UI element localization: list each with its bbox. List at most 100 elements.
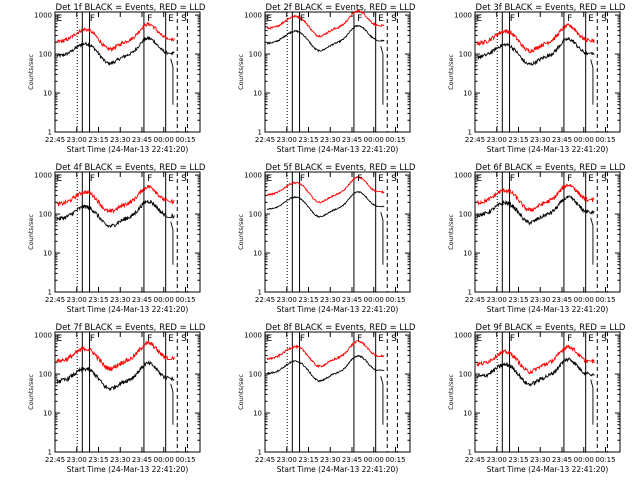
x-tick-label: 23:30	[320, 136, 340, 144]
x-tick-label: 23:45	[132, 456, 152, 464]
lld-series-line	[266, 9, 385, 38]
y-axis-label: Counts/sec	[27, 214, 35, 250]
x-axis-label: Start Time (24-Mar-13 22:41:20)	[67, 465, 189, 474]
y-tick-label: 100	[249, 211, 262, 219]
state-marker-label: F	[357, 174, 362, 184]
x-axis-label: Start Time (24-Mar-13 22:41:20)	[487, 145, 609, 154]
x-tick-label: 23:00	[277, 136, 297, 144]
state-marker-label: E	[588, 334, 594, 344]
x-tick-label: 23:45	[552, 136, 572, 144]
state-marker-label: F	[147, 334, 152, 344]
state-marker-label: E	[168, 14, 174, 24]
state-marker-label: F	[147, 14, 152, 24]
y-tick-label: 1	[48, 289, 52, 297]
y-tick-label: 1	[468, 449, 472, 457]
events-series-line	[56, 35, 175, 66]
y-tick-label: 1	[258, 129, 262, 137]
x-tick-label: 23:30	[110, 456, 130, 464]
state-marker-label: F	[300, 334, 305, 344]
x-tick-label: 23:15	[88, 296, 108, 304]
x-tick-label: 00:15	[595, 136, 615, 144]
x-tick-label: 23:45	[342, 456, 362, 464]
plot-frame	[54, 331, 201, 453]
state-marker-label: E	[56, 14, 62, 24]
x-tick-label: 23:00	[67, 296, 87, 304]
x-tick-label: 23:15	[298, 136, 318, 144]
y-axis-label: Counts/sec	[27, 374, 35, 410]
state-marker-label: F	[567, 14, 572, 24]
y-tick-label: 10	[463, 410, 472, 418]
x-tick-label: 23:30	[320, 296, 340, 304]
x-axis-label: Start Time (24-Mar-13 22:41:20)	[277, 305, 399, 314]
x-axis-label: Start Time (24-Mar-13 22:41:20)	[487, 465, 609, 474]
y-tick-label: 1	[468, 289, 472, 297]
y-tick-label: 10	[463, 90, 472, 98]
x-tick-label: 00:15	[595, 296, 615, 304]
x-tick-label: 23:15	[298, 456, 318, 464]
y-axis-label: Counts/sec	[447, 374, 455, 410]
x-tick-label: 23:15	[88, 456, 108, 464]
panel-title: Det 3f BLACK = Events, RED = LLD	[476, 3, 626, 13]
y-tick-label: 10	[463, 250, 472, 258]
events-series-line	[266, 25, 385, 53]
x-axis-label: Start Time (24-Mar-13 22:41:20)	[67, 145, 189, 154]
state-marker-label: E	[588, 14, 594, 24]
panel-det-1f: Det 1f BLACK = Events, RED = LLD 1 10 100 10…	[27, 3, 206, 154]
state-marker-label: E	[476, 334, 482, 344]
x-tick-label: 23:15	[88, 136, 108, 144]
y-tick-label: 10	[43, 90, 52, 98]
y-tick-label: 100	[249, 371, 262, 379]
events-series-line	[476, 357, 595, 387]
y-tick-label: 10	[253, 250, 262, 258]
panel-title: Det 7f BLACK = Events, RED = LLD	[56, 323, 206, 333]
y-tick-label: 100	[459, 51, 472, 59]
state-marker-label: E	[168, 174, 174, 184]
panel-title: Det 5f BLACK = Events, RED = LLD	[266, 163, 416, 173]
y-tick-label: 10	[43, 250, 52, 258]
lld-series-line	[476, 183, 595, 213]
panel-det-2f: Det 2f BLACK = Events, RED = LLD 1 10 100 10…	[237, 3, 416, 154]
x-tick-label: 23:30	[530, 296, 550, 304]
state-marker-label: S	[391, 14, 397, 24]
events-dropoff	[590, 59, 594, 105]
state-marker-label: E	[476, 174, 482, 184]
state-marker-label: E	[56, 334, 62, 344]
panel-title: Det 8f BLACK = Events, RED = LLD	[266, 323, 416, 333]
state-marker-label: F	[357, 334, 362, 344]
y-tick-label: 10	[253, 90, 262, 98]
events-dropoff	[590, 379, 594, 425]
y-tick-label: 100	[39, 51, 52, 59]
state-marker-label: E	[588, 174, 594, 184]
x-tick-label: 22:45	[465, 296, 485, 304]
x-tick-label: 23:00	[67, 456, 87, 464]
x-tick-label: 23:45	[132, 296, 152, 304]
x-tick-label: 00:15	[385, 136, 405, 144]
state-marker-label: F	[300, 174, 305, 184]
state-marker-label: E	[378, 174, 384, 184]
panel-det-7f: Det 7f BLACK = Events, RED = LLD 1 10 100 10…	[27, 323, 206, 474]
events-series-line	[56, 359, 175, 392]
state-marker-label: F	[567, 334, 572, 344]
plot-frame	[474, 171, 621, 293]
panel-det-8f: Det 8f BLACK = Events, RED = LLD 1 10 100 10…	[237, 323, 416, 474]
x-tick-label: 23:15	[508, 296, 528, 304]
lld-series-line	[476, 22, 595, 54]
state-marker-label: E	[476, 14, 482, 24]
x-tick-label: 00:00	[574, 136, 594, 144]
y-tick-label: 1000	[244, 12, 262, 20]
state-marker-label: S	[601, 174, 607, 184]
state-marker-label: E	[378, 14, 384, 24]
y-axis-label: Counts/sec	[447, 214, 455, 250]
y-tick-label: 1000	[454, 172, 472, 180]
x-tick-label: 23:30	[530, 136, 550, 144]
events-dropoff	[380, 45, 384, 105]
lld-series-line	[56, 340, 175, 372]
events-dropoff	[380, 376, 384, 425]
x-tick-label: 23:15	[508, 456, 528, 464]
state-marker-label: E	[266, 334, 272, 344]
x-tick-label: 22:45	[255, 136, 275, 144]
x-tick-label: 22:45	[465, 136, 485, 144]
y-axis-label: Counts/sec	[237, 214, 245, 250]
x-tick-label: 00:15	[385, 456, 405, 464]
